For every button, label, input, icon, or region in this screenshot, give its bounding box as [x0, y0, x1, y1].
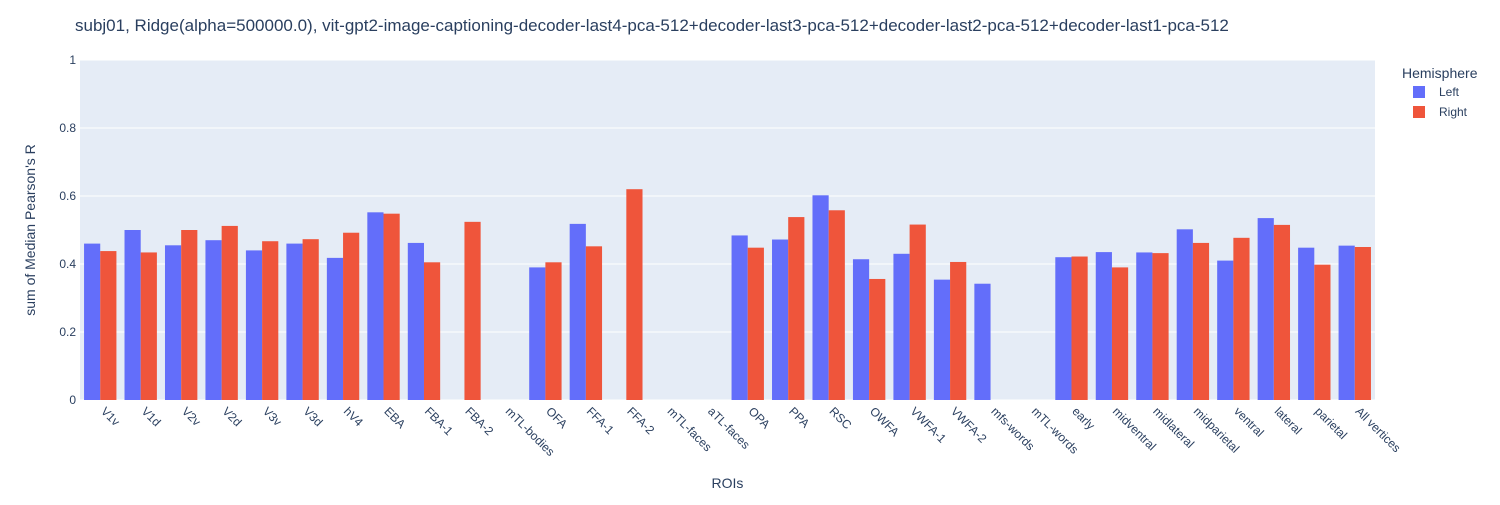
- bar-right-parietal[interactable]: [1314, 264, 1331, 400]
- bar-left-hv4[interactable]: [326, 257, 344, 400]
- bar-left-v1d[interactable]: [124, 230, 141, 400]
- bar-left-v2v[interactable]: [164, 245, 182, 400]
- bar-right-rsc[interactable]: [828, 210, 845, 400]
- legend-swatch-right[interactable]: [1413, 106, 1425, 118]
- legend: Hemisphere Left Right: [1402, 65, 1478, 119]
- x-tick-label-owfa: OWFA: [867, 404, 902, 439]
- y-tick-label: 1: [69, 53, 76, 67]
- bar-left-fba-1[interactable]: [407, 242, 424, 400]
- bar-right-ffa-2[interactable]: [626, 189, 643, 400]
- bar-left-parietal[interactable]: [1298, 247, 1315, 400]
- x-tick-label-v3v: V3v: [260, 404, 285, 429]
- legend-title: Hemisphere: [1402, 65, 1478, 81]
- x-tick-label-vwfa-2: VWFA-2: [948, 404, 990, 446]
- bar-right-ventral[interactable]: [1233, 237, 1250, 400]
- bar-left-all-vertices[interactable]: [1338, 245, 1355, 400]
- bar-right-v2v[interactable]: [181, 230, 198, 400]
- x-tick-label-vwfa-1: VWFA-1: [907, 404, 949, 446]
- bar-left-v3d[interactable]: [286, 243, 303, 400]
- bar-left-eba[interactable]: [367, 212, 384, 400]
- chart-title: subj01, Ridge(alpha=500000.0), vit-gpt2-…: [75, 16, 1229, 35]
- bar-right-ppa[interactable]: [788, 217, 805, 400]
- bar-left-vwfa-2[interactable]: [933, 279, 951, 400]
- bar-right-v1v[interactable]: [100, 251, 117, 400]
- x-tick-label-fba-2: FBA-2: [462, 404, 496, 438]
- bar-left-v3v[interactable]: [245, 250, 263, 400]
- bar-left-ffa-1[interactable]: [569, 223, 586, 400]
- bar-right-hv4[interactable]: [343, 232, 360, 400]
- x-tick-label-all-vertices: All vertices: [1353, 404, 1404, 455]
- bar-left-midlateral[interactable]: [1136, 252, 1153, 400]
- y-tick-label: 0: [69, 393, 76, 407]
- x-tick-label-ofa: OFA: [543, 404, 570, 431]
- bar-left-mfs-words[interactable]: [974, 283, 991, 400]
- bar-left-ppa[interactable]: [772, 239, 789, 400]
- bar-left-owfa[interactable]: [852, 259, 870, 400]
- bar-right-v1d[interactable]: [140, 252, 157, 400]
- bars: [84, 189, 1371, 400]
- x-tick-label-ppa: PPA: [786, 404, 812, 430]
- bar-left-midventral[interactable]: [1095, 252, 1112, 400]
- x-tick-label-ffa-2: FFA-2: [624, 404, 657, 437]
- y-tick-label: 0.2: [59, 325, 76, 339]
- bar-right-vwfa-1[interactable]: [909, 224, 926, 400]
- x-tick-label-early: early: [1069, 404, 1097, 432]
- bar-right-owfa[interactable]: [869, 278, 886, 400]
- x-tick-label-v1v: V1v: [98, 404, 123, 429]
- legend-label-left[interactable]: Left: [1439, 85, 1460, 99]
- bar-left-v1v[interactable]: [84, 243, 101, 400]
- bar-right-v2d[interactable]: [221, 225, 238, 400]
- bar-left-vwfa-1[interactable]: [893, 253, 910, 400]
- x-tick-label-v2d: V2d: [220, 404, 245, 429]
- x-tick-label-rsc: RSC: [827, 404, 855, 432]
- bar-right-early[interactable]: [1071, 256, 1088, 400]
- x-tick-label-ffa-1: FFA-1: [584, 404, 617, 437]
- x-tick-label-ventral: ventral: [1231, 404, 1266, 439]
- bar-right-fba-2[interactable]: [464, 221, 481, 400]
- x-tick-label-eba: EBA: [381, 404, 408, 431]
- x-tick-label-v3d: V3d: [300, 404, 325, 429]
- bar-left-midparietal[interactable]: [1176, 229, 1193, 400]
- x-tick-label-v1d: V1d: [139, 404, 164, 429]
- legend-label-right[interactable]: Right: [1439, 105, 1468, 119]
- bar-left-rsc[interactable]: [812, 195, 829, 400]
- bar-right-ffa-1[interactable]: [585, 246, 603, 400]
- bar-right-all-vertices[interactable]: [1354, 247, 1371, 400]
- x-tick-label-opa: OPA: [746, 404, 773, 431]
- bar-right-fba-1[interactable]: [423, 262, 441, 400]
- x-tick-label-lateral: lateral: [1272, 404, 1305, 437]
- x-tick-label-fba-1: FBA-1: [422, 404, 456, 438]
- y-tick-label: 0.6: [59, 189, 76, 203]
- bar-left-opa[interactable]: [731, 235, 748, 400]
- x-tick-label-hv4: hV4: [341, 404, 366, 429]
- bar-left-ofa[interactable]: [529, 267, 546, 400]
- bar-left-ventral[interactable]: [1217, 260, 1234, 400]
- y-tick-label: 0.8: [59, 121, 76, 135]
- x-tick-label-v2v: V2v: [179, 404, 204, 429]
- x-axis-title: ROIs: [712, 475, 744, 491]
- bar-right-opa[interactable]: [747, 247, 764, 400]
- bar-right-lateral[interactable]: [1273, 224, 1291, 400]
- y-axis-title: sum of Median Pearson's R: [22, 144, 38, 316]
- legend-swatch-left[interactable]: [1413, 86, 1425, 98]
- y-axis-ticks: 0 0.2 0.4 0.6 0.8 1: [59, 53, 76, 407]
- bar-right-midparietal[interactable]: [1192, 242, 1210, 400]
- bar-right-eba[interactable]: [383, 213, 400, 400]
- bar-right-midventral[interactable]: [1111, 267, 1129, 400]
- x-axis-ticks: V1v V1d V2v V2d V3v V3d hV4 EBA FBA-1 FBA-2 mTL-bo…: [98, 404, 1403, 459]
- bar-left-early[interactable]: [1055, 257, 1072, 400]
- bar-left-lateral[interactable]: [1257, 218, 1274, 400]
- bar-right-v3v[interactable]: [262, 241, 279, 400]
- bar-right-midlateral[interactable]: [1152, 253, 1169, 400]
- bar-right-v3d[interactable]: [302, 239, 319, 400]
- bar-left-v2d[interactable]: [205, 240, 222, 400]
- bar-right-vwfa-2[interactable]: [950, 261, 967, 400]
- x-tick-label-parietal: parietal: [1312, 404, 1350, 442]
- bar-right-ofa[interactable]: [545, 262, 562, 400]
- y-tick-label: 0.4: [59, 257, 76, 271]
